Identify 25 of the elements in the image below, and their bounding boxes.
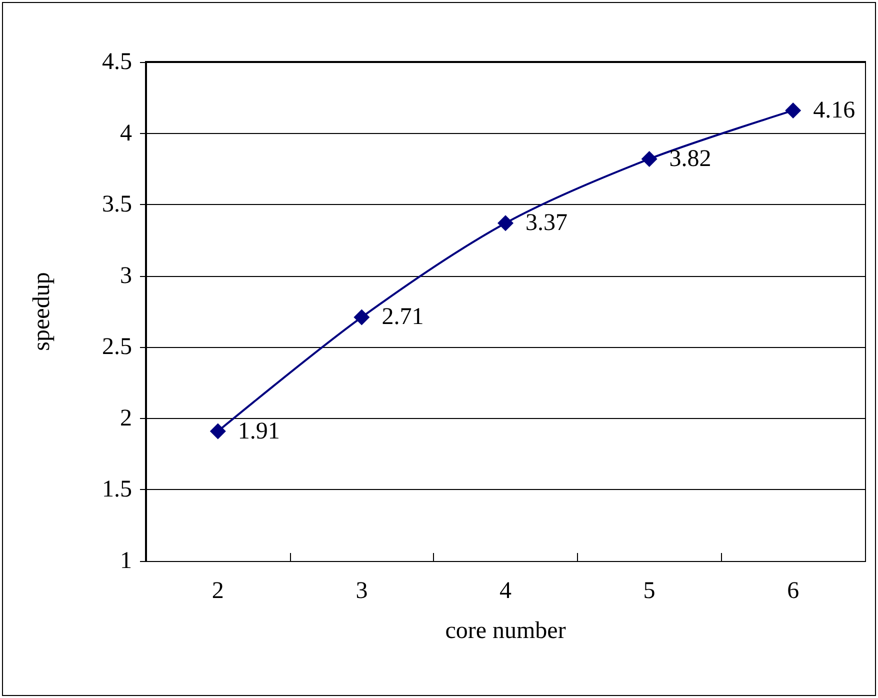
x-tick-label: 2: [212, 578, 224, 604]
y-tick-label: 2.5: [102, 334, 132, 360]
point: [785, 102, 802, 118]
x-tick-label: 3: [356, 578, 368, 604]
y-tick-label: 4: [120, 120, 132, 146]
data-label: 3.37: [526, 210, 568, 236]
y-tick-label: 1: [120, 548, 132, 574]
y-tick-label: 2: [120, 405, 132, 432]
point: [498, 215, 514, 232]
data-label: 4.16: [813, 97, 856, 124]
y-axis-title: speedup: [29, 272, 55, 351]
x-axis-title: core number: [445, 618, 566, 644]
y-tick-label: 4.5: [102, 49, 132, 75]
point: [354, 309, 370, 326]
data-label: 1.91: [238, 418, 280, 444]
x-tick-label: 4: [500, 578, 512, 604]
point: [641, 150, 658, 167]
data-label: 2.71: [382, 304, 424, 330]
x-tick-label: 6: [787, 578, 800, 604]
x-tick-label: 5: [643, 578, 656, 604]
y-tick-label: 1.5: [102, 476, 132, 503]
y-tick-label: 3.5: [102, 192, 132, 218]
point: [210, 423, 226, 440]
y-tick-label: 3: [120, 262, 132, 289]
data-label: 3.82: [669, 146, 712, 172]
